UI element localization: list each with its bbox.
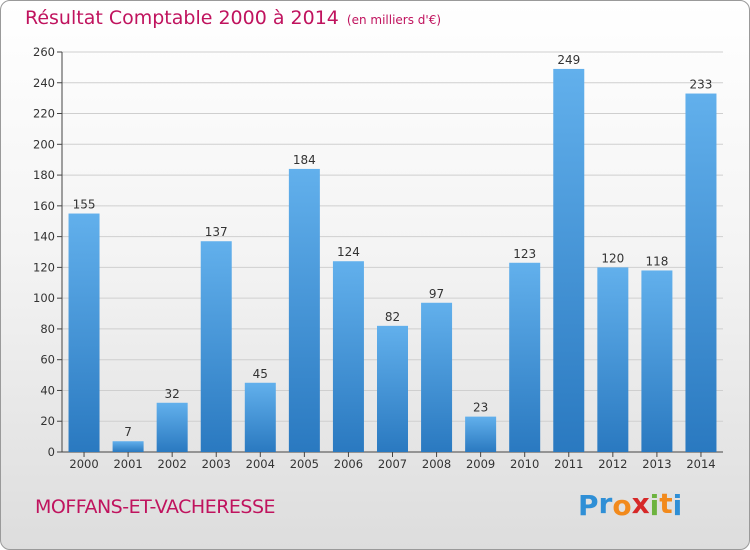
y-tick-label: 140 <box>33 230 55 244</box>
y-tick-label: 20 <box>40 414 55 428</box>
value-label-2011: 249 <box>557 53 580 67</box>
x-tick-label-2004: 2004 <box>246 457 275 471</box>
commune-name: MOFFANS-ET-VACHERESSE <box>35 496 276 518</box>
y-tick-label: 220 <box>33 107 55 121</box>
y-tick-label: 0 <box>48 445 55 459</box>
logo-letter: i <box>649 489 660 522</box>
bar-2002 <box>156 402 188 452</box>
value-label-2010: 123 <box>513 247 536 261</box>
x-tick-label-2007: 2007 <box>378 457 407 471</box>
value-label-2007: 82 <box>385 310 400 324</box>
bars <box>68 68 717 453</box>
logo-letter: x <box>631 487 650 520</box>
value-label-2008: 97 <box>429 287 444 301</box>
x-tick-label-2001: 2001 <box>113 457 142 471</box>
value-label-2002: 32 <box>165 387 180 401</box>
bar-2014 <box>685 93 717 453</box>
logo-letter: P <box>578 489 599 522</box>
value-label-2014: 233 <box>690 78 713 92</box>
y-tick-label: 180 <box>33 168 55 182</box>
proxiti-logo: Proxiti <box>578 487 683 522</box>
y-tick-label: 120 <box>33 260 55 274</box>
x-tick-label-2009: 2009 <box>466 457 495 471</box>
value-label-2012: 120 <box>601 251 624 265</box>
value-label-2006: 124 <box>337 245 360 259</box>
x-tick-label-2002: 2002 <box>158 457 187 471</box>
y-tick-label: 160 <box>33 199 55 213</box>
x-tick-label-2011: 2011 <box>554 457 583 471</box>
x-tick-label-2005: 2005 <box>290 457 319 471</box>
y-tick-label: 60 <box>40 353 55 367</box>
bar-2004 <box>244 382 276 452</box>
value-label-2004: 45 <box>253 367 268 381</box>
y-tick-label: 80 <box>40 322 55 336</box>
bar-2007 <box>377 325 408 452</box>
value-label-2009: 23 <box>473 401 488 415</box>
y-tick-label: 40 <box>40 383 55 397</box>
value-label-2001: 7 <box>124 425 132 439</box>
x-tick-label-2013: 2013 <box>642 457 671 471</box>
bar-2003 <box>200 241 232 452</box>
bar-2005 <box>288 168 320 452</box>
bar-2006 <box>332 261 364 452</box>
y-tick-label: 100 <box>33 291 55 305</box>
bar-2013 <box>641 270 673 452</box>
value-label-2005: 184 <box>293 153 316 167</box>
x-tick-label-2010: 2010 <box>510 457 539 471</box>
logo-letter: t <box>659 487 673 520</box>
x-tick-label-2006: 2006 <box>334 457 363 471</box>
x-tick-label-2014: 2014 <box>686 457 715 471</box>
x-tick-label-2003: 2003 <box>202 457 231 471</box>
value-label-2013: 118 <box>645 254 668 268</box>
chart-subtitle: (en milliers d'€) <box>346 13 442 27</box>
chart-title-block: Résultat Comptable 2000 à 2014 (en millie… <box>25 7 441 29</box>
logo-letter: i <box>672 489 683 522</box>
bar-2009 <box>465 416 497 452</box>
bar-2010 <box>509 262 541 452</box>
x-tick-label-2008: 2008 <box>422 457 451 471</box>
bar-2000 <box>68 213 100 452</box>
bar-2008 <box>421 302 453 452</box>
y-tick-label: 200 <box>33 137 55 151</box>
x-tick-label-2012: 2012 <box>598 457 627 471</box>
y-tick-label: 240 <box>33 76 55 90</box>
y-tick-label: 260 <box>33 45 55 59</box>
value-label-2000: 155 <box>73 198 96 212</box>
logo-letter: r <box>598 487 613 520</box>
bar-2001 <box>112 441 144 452</box>
value-label-2003: 137 <box>205 225 228 239</box>
bar-2012 <box>597 267 629 452</box>
chart-title: Résultat Comptable 2000 à 2014 <box>25 7 339 29</box>
bar-2011 <box>553 68 585 452</box>
labels: 0 20 40 60 80 100 120 140 160 180 200 220 240 260 155 2… <box>33 45 716 471</box>
x-tick-label-2000: 2000 <box>69 457 98 471</box>
logo-letter: o <box>612 489 632 522</box>
